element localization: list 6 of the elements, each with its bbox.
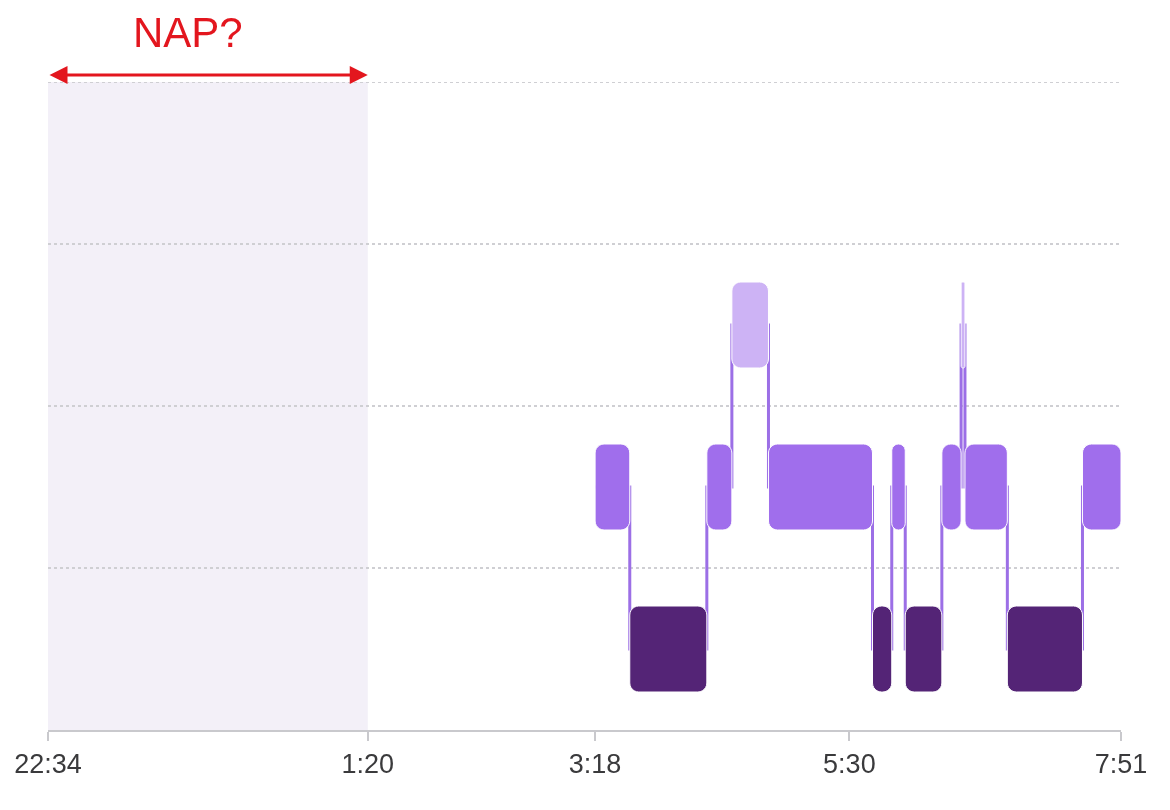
- x-tick-label: 7:51: [1094, 749, 1148, 780]
- x-tick-label: 22:34: [14, 749, 82, 780]
- x-tick-label: 3:18: [568, 749, 622, 780]
- x-tick-label: 1:20: [341, 749, 395, 780]
- x-tick-label: 5:30: [823, 749, 876, 780]
- band-label: NAP?: [133, 9, 243, 56]
